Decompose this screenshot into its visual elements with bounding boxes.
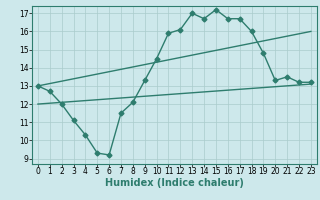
X-axis label: Humidex (Indice chaleur): Humidex (Indice chaleur) — [105, 178, 244, 188]
